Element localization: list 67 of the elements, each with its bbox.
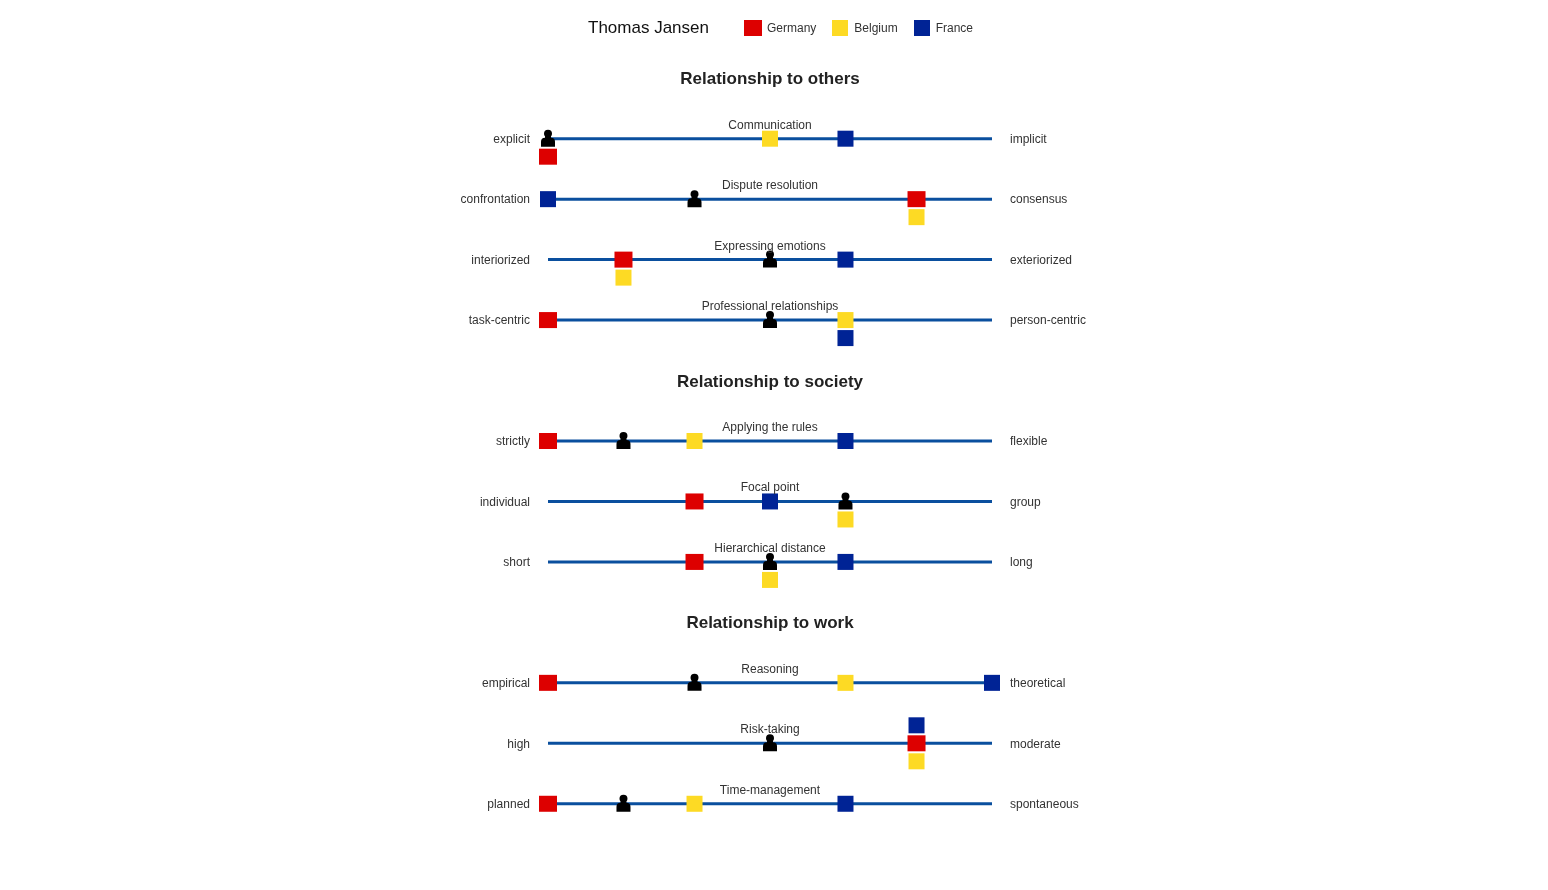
- point: [616, 794, 631, 812]
- y-tick-label: high: [507, 736, 530, 751]
- point: [614, 251, 633, 268]
- point: [763, 311, 777, 329]
- y-tick-label: short: [503, 555, 531, 570]
- y-tick-label: empirical: [481, 676, 530, 691]
- legend-label: Germany: [765, 20, 817, 37]
- legend-label: Belgium: [853, 20, 898, 37]
- point: [687, 673, 702, 691]
- point: [837, 130, 854, 147]
- y-tick-label: explicit: [493, 131, 531, 146]
- text: Applying the rules: [722, 420, 818, 434]
- point: [686, 433, 703, 449]
- point: [907, 735, 926, 752]
- y2-tick-label: implicit: [1010, 131, 1048, 146]
- y2-tick-label: exteriorized: [1010, 252, 1073, 267]
- y-tick-label: task-centric: [468, 313, 530, 328]
- point: [837, 795, 854, 812]
- y2-tick-label: moderate: [1010, 736, 1062, 751]
- annotation: Relationship to work: [686, 613, 855, 633]
- point: [685, 493, 704, 510]
- y2-tick-label: long: [1010, 555, 1033, 570]
- legend-title: Thomas Jansen: [588, 18, 709, 38]
- point: [837, 433, 854, 449]
- point: [539, 312, 557, 329]
- point: [837, 251, 854, 268]
- point: [837, 312, 854, 329]
- point: [539, 433, 557, 449]
- point: [763, 552, 777, 570]
- point: [762, 130, 778, 147]
- point: [540, 191, 556, 208]
- point: [762, 493, 778, 510]
- annotation: Relationship to society: [676, 371, 864, 391]
- point: [838, 492, 853, 510]
- point: [539, 795, 557, 812]
- y-tick-label: interiorized: [471, 252, 530, 267]
- text: Risk-taking: [740, 722, 800, 737]
- text: Professional relationships: [701, 299, 839, 314]
- point: [616, 432, 631, 449]
- legend-label: France: [934, 20, 974, 37]
- text: Time-management: [719, 782, 821, 797]
- y-tick-label: strictly: [496, 434, 530, 449]
- point: [687, 190, 702, 208]
- y2-tick-label: consensus: [1010, 192, 1068, 207]
- point: [837, 553, 854, 570]
- text: Reasoning: [741, 661, 799, 676]
- y2-tick-label: flexible: [1010, 434, 1048, 449]
- point: [686, 795, 703, 812]
- text: Communication: [728, 117, 812, 132]
- point: [984, 674, 1000, 691]
- y-tick-label: individual: [479, 494, 530, 509]
- y2-tick-label: theoretical: [1010, 676, 1066, 691]
- point: [837, 674, 854, 691]
- point: [541, 129, 555, 147]
- y-tick-label: confrontation: [460, 192, 530, 207]
- text: Focal point: [740, 480, 800, 495]
- y2-tick-label: person-centric: [1010, 313, 1087, 328]
- y2-tick-label: spontaneous: [1010, 797, 1079, 812]
- point: [539, 674, 557, 691]
- text: Dispute resolution: [721, 178, 819, 193]
- y-tick-label: planned: [487, 797, 530, 812]
- annotation: Relationship to others: [680, 69, 860, 89]
- text: Expressing emotions: [714, 238, 826, 253]
- y2-tick-label: group: [1010, 494, 1042, 509]
- point: [907, 191, 926, 208]
- point: [685, 553, 704, 570]
- text: Hierarchical distance: [714, 540, 826, 555]
